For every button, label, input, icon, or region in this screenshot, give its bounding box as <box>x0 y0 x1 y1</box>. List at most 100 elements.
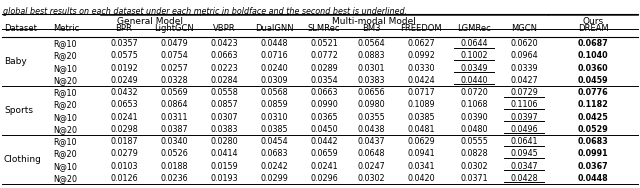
Text: 0.0341: 0.0341 <box>407 162 435 171</box>
Text: 0.0663: 0.0663 <box>310 88 338 97</box>
Text: 0.0383: 0.0383 <box>211 125 237 134</box>
Text: 0.1182: 0.1182 <box>577 101 609 109</box>
Text: 0.0437: 0.0437 <box>357 137 385 146</box>
Text: 0.0420: 0.0420 <box>407 174 435 183</box>
Text: 0.0442: 0.0442 <box>310 137 338 146</box>
Text: 0.0754: 0.0754 <box>160 52 188 61</box>
Text: 0.0425: 0.0425 <box>578 113 609 122</box>
Text: N@20: N@20 <box>53 125 77 134</box>
Text: N@10: N@10 <box>53 64 77 73</box>
Text: BM3: BM3 <box>362 24 380 33</box>
Text: 0.0440: 0.0440 <box>460 76 488 85</box>
Text: 0.0629: 0.0629 <box>407 137 435 146</box>
Text: 0.0479: 0.0479 <box>160 39 188 48</box>
Text: 0.0992: 0.0992 <box>407 52 435 61</box>
Text: 0.0864: 0.0864 <box>160 101 188 109</box>
Text: 0.0414: 0.0414 <box>211 149 237 158</box>
Text: 0.0284: 0.0284 <box>210 76 238 85</box>
Text: 0.0357: 0.0357 <box>110 39 138 48</box>
Text: 0.0656: 0.0656 <box>357 88 385 97</box>
Text: 0.0387: 0.0387 <box>160 125 188 134</box>
Text: R@20: R@20 <box>53 149 77 158</box>
Text: 0.0302: 0.0302 <box>460 162 488 171</box>
Text: 0.0569: 0.0569 <box>160 88 188 97</box>
Text: Multi-modal Model: Multi-modal Model <box>332 17 416 27</box>
Text: 0.0448: 0.0448 <box>578 174 609 183</box>
Text: 0.0311: 0.0311 <box>160 113 188 122</box>
Text: 0.0192: 0.0192 <box>110 64 138 73</box>
Text: 0.0883: 0.0883 <box>357 52 385 61</box>
Text: 0.0296: 0.0296 <box>310 174 338 183</box>
Text: 0.0448: 0.0448 <box>260 39 288 48</box>
Text: 0.0310: 0.0310 <box>260 113 288 122</box>
Text: 0.0496: 0.0496 <box>510 125 538 134</box>
Text: 0.0355: 0.0355 <box>357 113 385 122</box>
Text: 0.0450: 0.0450 <box>310 125 338 134</box>
Text: 0.0558: 0.0558 <box>210 88 238 97</box>
Text: 0.0529: 0.0529 <box>578 125 609 134</box>
Text: MGCN: MGCN <box>511 24 537 33</box>
Text: 0.0247: 0.0247 <box>357 162 385 171</box>
Text: 0.0240: 0.0240 <box>260 64 288 73</box>
Text: LGMRec: LGMRec <box>457 24 491 33</box>
Text: N@10: N@10 <box>53 113 77 122</box>
Text: 0.0432: 0.0432 <box>110 88 138 97</box>
Text: 0.0659: 0.0659 <box>310 149 338 158</box>
Text: 0.0980: 0.0980 <box>357 101 385 109</box>
Text: 0.0126: 0.0126 <box>110 174 138 183</box>
Text: 0.1089: 0.1089 <box>407 101 435 109</box>
Text: 0.0371: 0.0371 <box>460 174 488 183</box>
Text: 0.0717: 0.0717 <box>407 88 435 97</box>
Text: 0.0481: 0.0481 <box>407 125 435 134</box>
Text: 0.0340: 0.0340 <box>160 137 188 146</box>
Text: 0.0564: 0.0564 <box>357 39 385 48</box>
Text: 0.0309: 0.0309 <box>260 76 288 85</box>
Text: 0.0438: 0.0438 <box>357 125 385 134</box>
Text: R@10: R@10 <box>53 39 77 48</box>
Text: 0.0367: 0.0367 <box>578 162 608 171</box>
Text: 0.0480: 0.0480 <box>460 125 488 134</box>
Text: 0.0383: 0.0383 <box>357 76 385 85</box>
Text: 0.0729: 0.0729 <box>510 88 538 97</box>
Text: global best results on each dataset under each metric in boldface and the second: global best results on each dataset unde… <box>3 7 407 16</box>
Text: Metric: Metric <box>53 24 79 33</box>
Text: 0.0339: 0.0339 <box>510 64 538 73</box>
Text: 0.0298: 0.0298 <box>110 125 138 134</box>
Text: 0.0354: 0.0354 <box>310 76 338 85</box>
Text: 0.0653: 0.0653 <box>110 101 138 109</box>
Text: 0.0772: 0.0772 <box>310 52 338 61</box>
Text: N@20: N@20 <box>53 174 77 183</box>
Text: 0.0249: 0.0249 <box>110 76 138 85</box>
Text: R@10: R@10 <box>53 88 77 97</box>
Text: 0.0330: 0.0330 <box>407 64 435 73</box>
Text: 0.0648: 0.0648 <box>357 149 385 158</box>
Text: 0.0349: 0.0349 <box>460 64 488 73</box>
Text: 0.0454: 0.0454 <box>260 137 288 146</box>
Text: 0.0627: 0.0627 <box>407 39 435 48</box>
Text: 0.0828: 0.0828 <box>460 149 488 158</box>
Text: R@20: R@20 <box>53 101 77 109</box>
Text: R@10: R@10 <box>53 137 77 146</box>
Text: 0.0964: 0.0964 <box>510 52 538 61</box>
Text: BPR: BPR <box>116 24 132 33</box>
Text: FREEDOM: FREEDOM <box>400 24 442 33</box>
Text: N@10: N@10 <box>53 162 77 171</box>
Text: Sports: Sports <box>4 106 33 115</box>
Text: 0.0280: 0.0280 <box>210 137 238 146</box>
Text: 0.0568: 0.0568 <box>260 88 288 97</box>
Text: Clothing: Clothing <box>4 155 42 164</box>
Text: 0.0427: 0.0427 <box>510 76 538 85</box>
Text: 0.1106: 0.1106 <box>510 101 538 109</box>
Text: 0.1040: 0.1040 <box>578 52 608 61</box>
Text: 0.0187: 0.0187 <box>110 137 138 146</box>
Text: 0.0991: 0.0991 <box>578 149 608 158</box>
Text: 0.0720: 0.0720 <box>460 88 488 97</box>
Text: 0.0424: 0.0424 <box>407 76 435 85</box>
Text: 0.0241: 0.0241 <box>110 113 138 122</box>
Text: 0.0347: 0.0347 <box>510 162 538 171</box>
Text: 0.0385: 0.0385 <box>260 125 288 134</box>
Text: 0.0776: 0.0776 <box>578 88 608 97</box>
Text: 0.0257: 0.0257 <box>160 64 188 73</box>
Text: DREAM: DREAM <box>578 24 608 33</box>
Text: 0.0188: 0.0188 <box>160 162 188 171</box>
